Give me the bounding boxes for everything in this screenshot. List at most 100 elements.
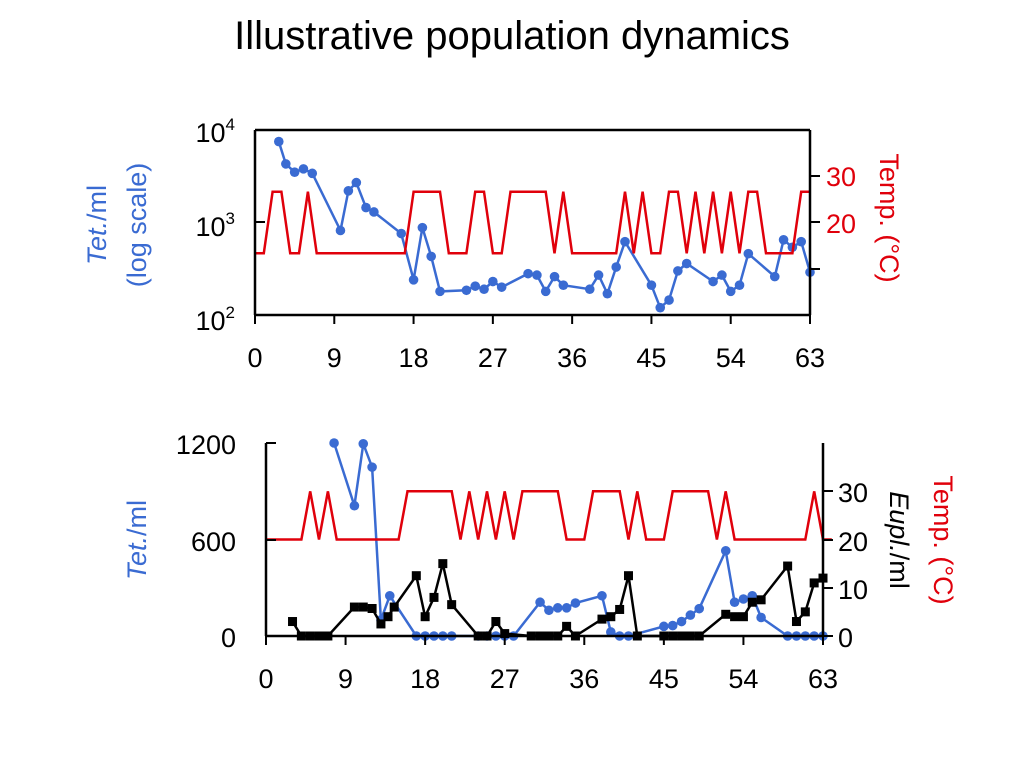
top-tet-point bbox=[417, 222, 428, 233]
bottom-eupl-point bbox=[623, 571, 633, 581]
top-left-tick-label: 102 bbox=[195, 303, 235, 336]
top-tet-point bbox=[307, 168, 318, 179]
top-tet-point bbox=[708, 276, 718, 287]
bottom-right-tick-label: 0 bbox=[838, 623, 853, 653]
top-x-tick-label: 0 bbox=[247, 343, 262, 373]
bottom-tet-point bbox=[367, 462, 377, 472]
bottom-right-tick-label: 20 bbox=[838, 527, 868, 557]
top-tet-point bbox=[426, 251, 436, 262]
bottom-tet-point bbox=[659, 621, 669, 632]
bottom-left-tick-label: 600 bbox=[191, 527, 236, 557]
top-tet-point bbox=[532, 270, 542, 280]
bottom-series-tet bbox=[329, 438, 828, 641]
bottom-right-tick-label: 30 bbox=[838, 478, 868, 508]
top-tet-point bbox=[664, 295, 674, 305]
top-x-tick-label: 9 bbox=[327, 343, 342, 373]
top-tet-point bbox=[496, 282, 507, 292]
slide-title: Illustrative population dynamics bbox=[234, 14, 790, 58]
bottom-x-tick-label: 18 bbox=[410, 664, 440, 694]
top-tet-point bbox=[725, 286, 736, 297]
bottom-eupl-point bbox=[288, 617, 298, 627]
bottom-tet-point bbox=[349, 500, 360, 511]
bottom-tet-point bbox=[544, 605, 554, 616]
top-series-tet bbox=[273, 136, 815, 313]
bottom-tet-point bbox=[535, 597, 545, 608]
bottom-left-axis-title: Tet./ml bbox=[122, 500, 152, 580]
top-tet-point bbox=[479, 284, 489, 295]
top-tet-point bbox=[593, 270, 604, 280]
top-tet-point bbox=[273, 136, 284, 147]
top-right-tick-label: 20 bbox=[826, 209, 856, 239]
bottom-x-tick-label: 0 bbox=[258, 664, 273, 694]
top-tet-point bbox=[335, 225, 346, 236]
bottom-temp-line bbox=[266, 490, 832, 541]
bottom-eupl-point bbox=[783, 561, 793, 571]
bottom-tet-point bbox=[570, 598, 581, 608]
bottom-tet-point bbox=[667, 620, 678, 631]
bottom-tet-point bbox=[756, 612, 766, 623]
bottom-eupl-point bbox=[358, 602, 368, 612]
bottom-eupl-point bbox=[597, 614, 607, 624]
bottom-eupl-point bbox=[447, 600, 457, 610]
top-tet-point bbox=[351, 177, 362, 188]
bottom-eupl-point bbox=[367, 603, 377, 613]
bottom-eupl-point bbox=[349, 602, 359, 612]
bottom-eupl-point bbox=[383, 612, 393, 622]
top-left-axis-title: Tet./ml bbox=[82, 185, 112, 265]
bottom-tet-point bbox=[676, 616, 687, 627]
bottom-x-tick-label: 45 bbox=[649, 664, 679, 694]
bottom-x-tick-label: 9 bbox=[338, 664, 353, 694]
bottom-left-ticks: 0 600 1200 bbox=[176, 430, 276, 653]
bottom-tet-point bbox=[597, 590, 607, 601]
top-tet-point bbox=[435, 286, 445, 297]
top-tet-point bbox=[796, 236, 806, 247]
top-tet-point bbox=[470, 281, 481, 291]
top-x-tick-label: 36 bbox=[557, 343, 587, 373]
top-tet-point bbox=[681, 258, 692, 269]
top-tet-point bbox=[396, 228, 407, 239]
bottom-tet-point bbox=[384, 590, 395, 601]
top-tet-point bbox=[584, 284, 595, 295]
bottom-eupl-point bbox=[615, 604, 625, 614]
bottom-x-tick-label: 54 bbox=[728, 664, 758, 694]
top-x-tick-label: 45 bbox=[636, 343, 666, 373]
top-left-tick-label: 103 bbox=[195, 209, 235, 242]
top-tet-point bbox=[655, 302, 666, 313]
bottom-eupl-point bbox=[389, 602, 399, 612]
bottom-eupl-point bbox=[800, 607, 810, 617]
bottom-chart: 0 9 18 27 36 45 54 63 0 600 1200 0 10 20 30 Tet… bbox=[122, 430, 958, 694]
bottom-x-ticks: 0 9 18 27 36 45 54 63 bbox=[258, 636, 838, 694]
top-tet-point bbox=[673, 266, 683, 276]
top-tet-point bbox=[461, 285, 472, 296]
bottom-eupl-point bbox=[411, 571, 421, 581]
top-x-ticks: 0 9 18 27 36 45 54 63 bbox=[247, 315, 825, 373]
top-temp-line bbox=[255, 190, 810, 255]
top-tet-point bbox=[281, 159, 291, 169]
top-chart: 0 9 18 27 36 45 54 63 102 103 104 20 30 Tet./ml… bbox=[82, 115, 904, 373]
bottom-eupl-point bbox=[429, 592, 439, 602]
bottom-eupl-point bbox=[738, 612, 748, 622]
bottom-tet-point bbox=[606, 627, 616, 637]
bottom-right-axis-title-eupl: Eupl./ml bbox=[884, 491, 914, 589]
bottom-eupl-point bbox=[606, 612, 616, 622]
bottom-tet-point bbox=[329, 438, 339, 448]
top-tet-point bbox=[549, 271, 560, 282]
bottom-series-temp bbox=[266, 490, 832, 541]
top-tet-point bbox=[558, 280, 569, 290]
bottom-eupl-point bbox=[809, 578, 819, 588]
top-left-ticks: 102 103 104 bbox=[195, 115, 265, 336]
bottom-eupl-point bbox=[438, 559, 448, 569]
top-tet-point bbox=[343, 186, 354, 196]
top-tet-line bbox=[277, 141, 812, 310]
bottom-eupl-point bbox=[420, 612, 430, 622]
top-tet-point bbox=[408, 275, 419, 285]
bottom-eupl-point bbox=[562, 621, 572, 631]
bottom-tet-point bbox=[720, 545, 731, 556]
top-tet-point bbox=[540, 286, 551, 297]
top-tet-point bbox=[646, 280, 657, 290]
bottom-tet-point bbox=[561, 603, 572, 613]
top-tet-point bbox=[289, 167, 300, 177]
top-x-tick-label: 63 bbox=[795, 343, 825, 373]
bottom-x-tick-label: 63 bbox=[808, 664, 838, 694]
